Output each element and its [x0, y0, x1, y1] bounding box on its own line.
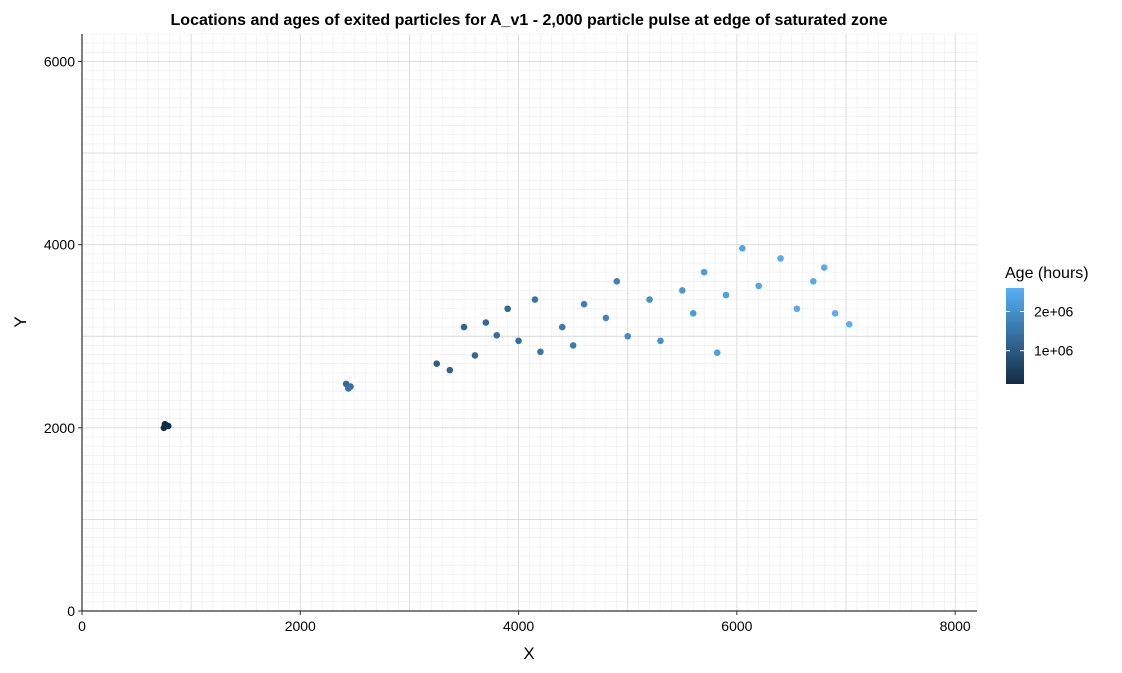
- data-point: [558, 323, 566, 331]
- x-tick-label: 6000: [721, 618, 752, 634]
- data-point: [580, 300, 588, 308]
- data-point: [531, 296, 539, 303]
- legend-tick-label: 1e+06: [1034, 343, 1074, 359]
- data-point: [493, 332, 501, 339]
- x-tick-label: 2000: [285, 618, 316, 634]
- y-tick-label: 0: [67, 603, 75, 619]
- grid: [81, 33, 978, 612]
- data-point: [809, 277, 817, 285]
- axes: [81, 34, 977, 612]
- data-point: [657, 337, 664, 345]
- y-axis-label: Y: [11, 316, 30, 327]
- data-point: [624, 332, 632, 340]
- data-point: [722, 291, 730, 299]
- tick-labels: 0 2000 4000 6000 8000 0 2000 4000 6000: [44, 53, 971, 634]
- data-point: [755, 282, 763, 290]
- data-point: [777, 255, 784, 262]
- data-point: [713, 349, 721, 357]
- data-point: [845, 321, 853, 328]
- x-tick-label: 8000: [940, 618, 971, 634]
- data-point: [646, 296, 653, 303]
- data-point: [689, 310, 697, 317]
- y-tick-label: 2000: [44, 420, 75, 436]
- data-point: [446, 366, 454, 374]
- x-tick-label: 0: [78, 618, 86, 634]
- data-point: [345, 385, 352, 392]
- data-point: [460, 323, 468, 331]
- y-tick-label: 4000: [44, 237, 75, 253]
- chart-title: Locations and ages of exited particles f…: [171, 12, 888, 29]
- data-point: [482, 319, 490, 326]
- legend-tick-label: 2e+06: [1034, 304, 1074, 320]
- data-point: [700, 268, 708, 276]
- legend-title: Age (hours): [1005, 265, 1089, 282]
- data-point: [504, 305, 511, 313]
- data-point: [569, 342, 577, 349]
- y-tick-label: 6000: [44, 53, 75, 69]
- data-point: [820, 264, 828, 271]
- data-point: [433, 360, 441, 368]
- data-point: [793, 305, 801, 313]
- data-point: [679, 287, 686, 294]
- data-point: [537, 348, 544, 356]
- data-point: [831, 310, 839, 317]
- legend-color-bar: [1006, 288, 1024, 384]
- data-points: [160, 245, 853, 432]
- x-axis-label: X: [523, 644, 534, 663]
- data-point: [515, 337, 522, 345]
- data-point: [161, 420, 169, 428]
- data-point: [739, 245, 746, 252]
- data-point: [613, 277, 621, 285]
- color-legend: Age (hours) 1e+06 2e+06: [1005, 265, 1089, 384]
- data-point: [471, 352, 479, 359]
- data-point: [602, 314, 610, 322]
- x-tick-label: 4000: [503, 618, 534, 634]
